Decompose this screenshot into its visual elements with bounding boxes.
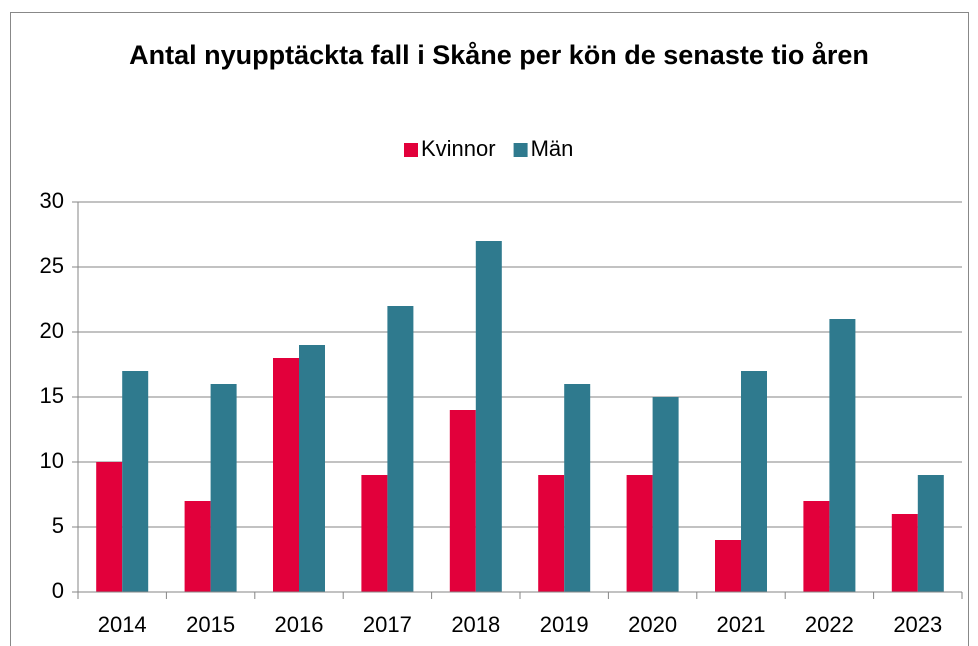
x-tick-label: 2019 [540, 612, 589, 637]
legend-label: Kvinnor [421, 136, 496, 161]
chart-border [10, 12, 969, 646]
bar [387, 306, 414, 592]
legend-swatch [404, 143, 418, 157]
bar [122, 371, 149, 592]
y-tick-label: 25 [40, 253, 64, 278]
bar [210, 384, 237, 592]
bar [184, 501, 211, 592]
y-tick-label: 15 [40, 383, 64, 408]
bar [273, 358, 299, 592]
y-tick-label: 10 [40, 448, 64, 473]
x-tick-label: 2017 [363, 612, 412, 637]
x-tick-label: 2021 [717, 612, 766, 637]
x-tick-label: 2014 [98, 612, 147, 637]
x-tick-label: 2016 [275, 612, 324, 637]
bar [449, 410, 476, 592]
bar [538, 475, 565, 592]
x-tick-label: 2015 [186, 612, 235, 637]
legend-swatch [513, 143, 528, 157]
bar [361, 475, 388, 592]
x-tick-label: 2022 [805, 612, 854, 637]
bar [96, 462, 123, 592]
y-tick-label: 20 [40, 318, 64, 343]
x-tick-label: 2020 [628, 612, 677, 637]
bar [626, 475, 653, 592]
y-tick-label: 0 [52, 578, 64, 603]
bar [715, 540, 741, 592]
x-tick-label: 2023 [893, 612, 942, 637]
bar [741, 371, 767, 592]
bar [891, 514, 918, 592]
y-tick-label: 5 [52, 513, 64, 538]
bar [652, 397, 679, 592]
legend-label: Män [531, 136, 574, 161]
bar [475, 241, 502, 592]
bar [564, 384, 591, 592]
bar [803, 501, 830, 592]
bar [829, 319, 856, 592]
chart-title: Antal nyupptäckta fall i Skåne per kön d… [129, 40, 869, 70]
bar [917, 475, 944, 592]
bar [299, 345, 325, 592]
y-tick-label: 30 [40, 188, 64, 213]
x-tick-label: 2018 [451, 612, 500, 637]
